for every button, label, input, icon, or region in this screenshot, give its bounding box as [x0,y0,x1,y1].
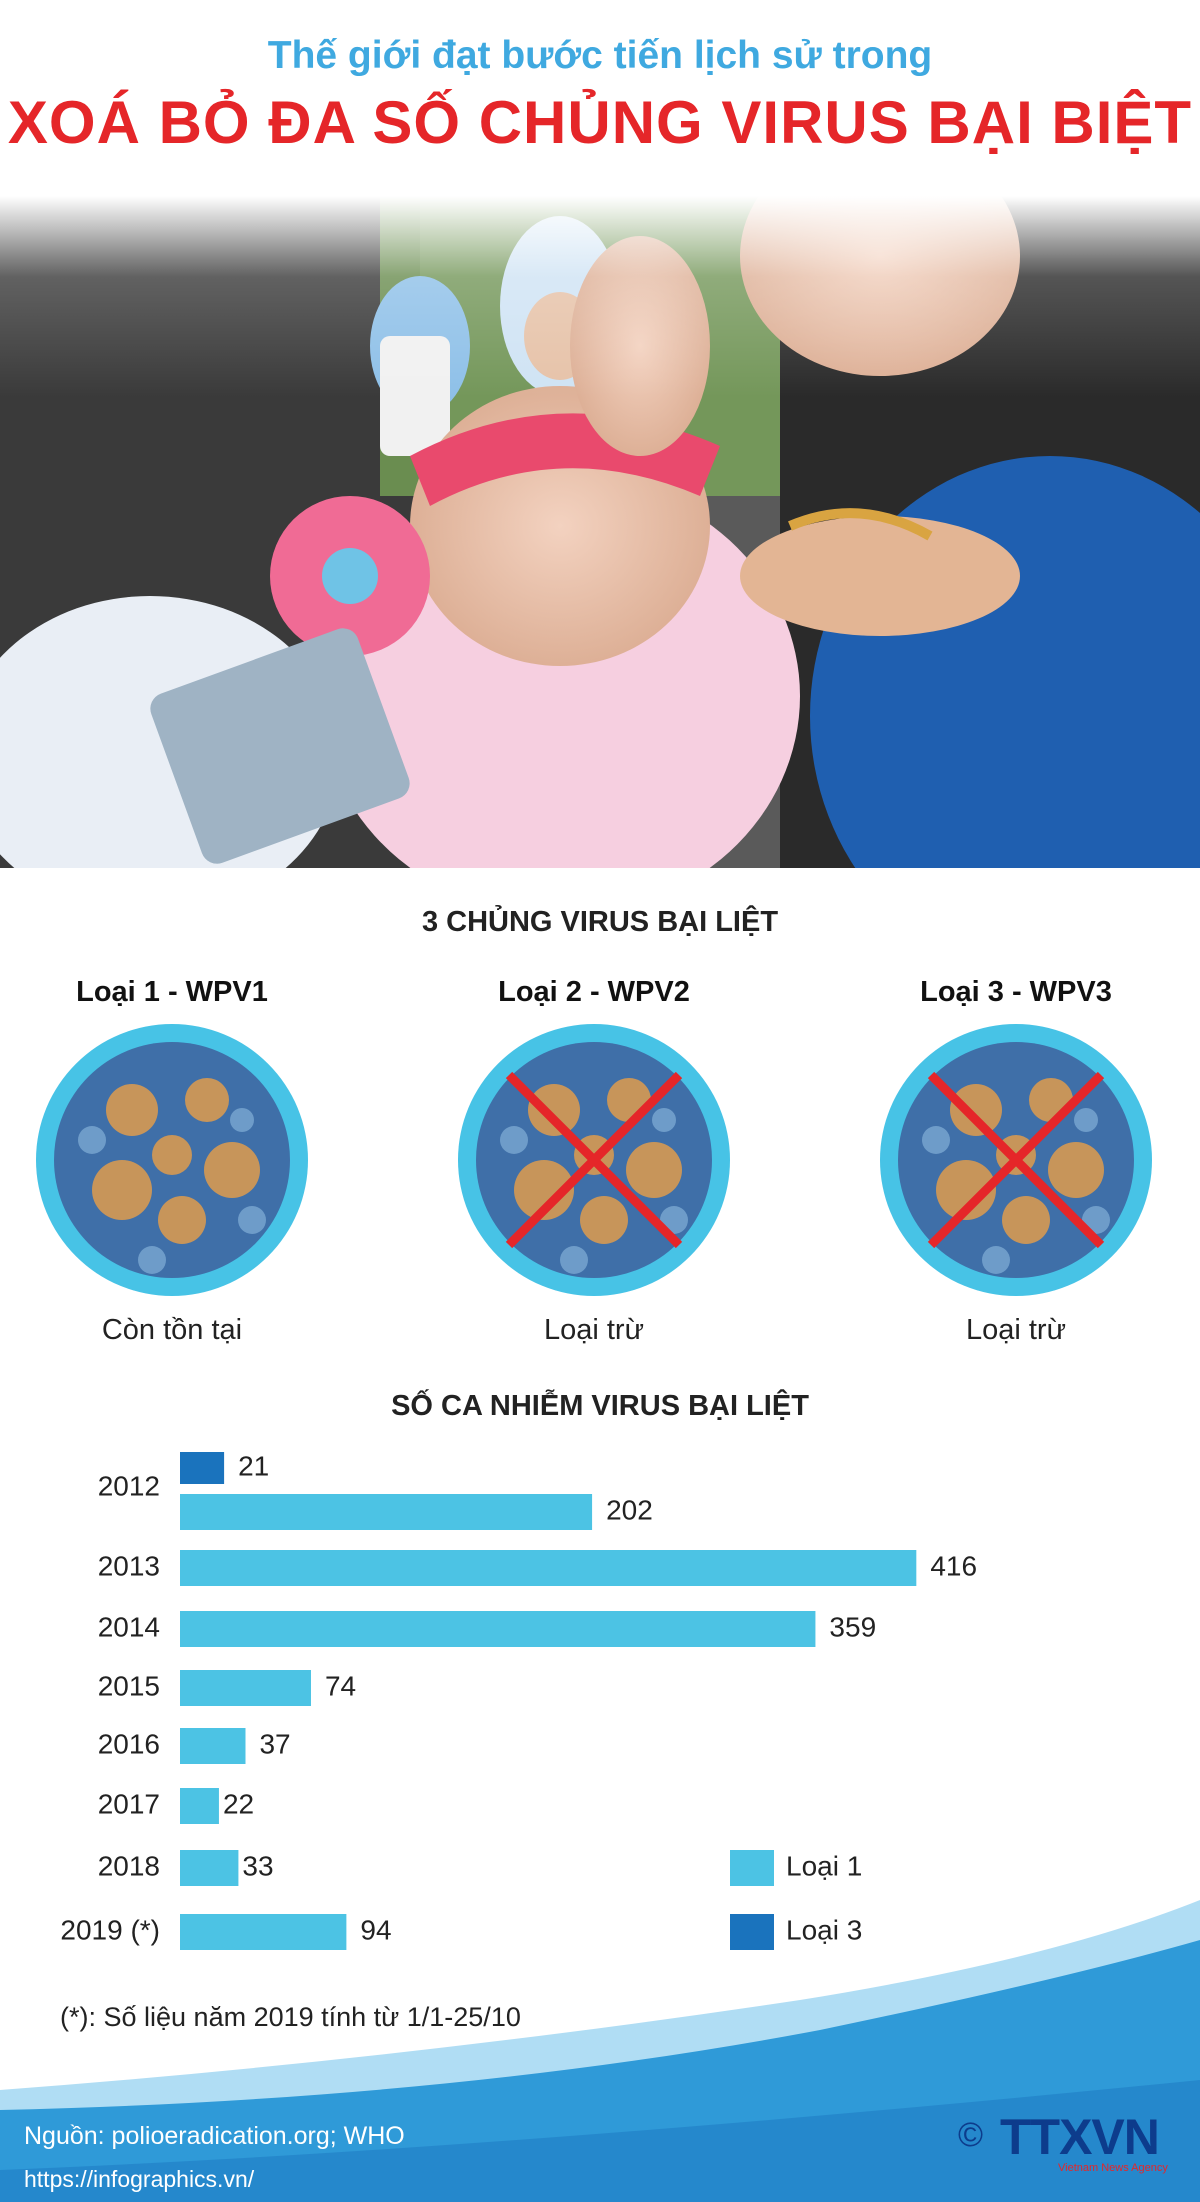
strain-status: Loại trừ [543,1314,644,1346]
category-label: 2015 [98,1670,160,1701]
value-label: 416 [930,1550,977,1581]
strain-wpv1: Loại 1 - WPV1 Còn tồn tại [12,976,332,1347]
cases-chart: 21 202 2012 416 2013 359 2014 74 2015 37 2016 22 201… [0,1440,1200,1980]
cases-bar-chart: 21 202 2012 416 2013 359 2014 74 2015 37 2016 22 201… [60,1450,977,1950]
legend-label: Loại 1 [786,1850,862,1881]
cross-mark-icon [927,1071,1105,1249]
vaccination-photo [0,196,1200,868]
category-label: 2014 [98,1611,160,1642]
category-label: 2018 [98,1850,160,1881]
strains-heading: 3 CHỦNG VIRUS BẠI LIỆT [421,906,779,938]
virus-icon [458,1024,730,1296]
category-label: 2019 (*) [60,1914,160,1945]
logo-subtext: Vietnam News Agency [1058,2162,1168,2174]
bar-2012-loai3 [180,1452,225,1484]
copyright-icon: © [958,2116,984,2154]
category-label: 2016 [98,1728,160,1759]
value-label: 33 [242,1850,273,1881]
category-label: 2012 [98,1470,160,1501]
bar-2019 (*)-loai1 [180,1914,347,1950]
value-label: 202 [606,1494,653,1525]
vaccination-photo-illustration [0,196,1200,868]
bar-2013-loai1 [180,1550,917,1586]
virus-icon [36,1024,308,1296]
chart-title: SỐ CA NHIỄM VIRUS BẠI LIỆT [391,1390,809,1422]
value-label: 359 [829,1611,876,1642]
source-url[interactable]: https://infographics.vn/ [24,2166,255,2192]
cross-mark-icon [505,1071,683,1249]
value-label: 37 [259,1728,290,1759]
strain-status: Loại trừ [965,1314,1066,1346]
strain-wpv3: Loại 3 - WPV3 Loại trừ [856,976,1176,1347]
virus-icon [880,1024,1152,1296]
ttxvn-logo: © TTXVN Vietnam News Agency [958,2108,1178,2178]
value-label: 21 [238,1450,269,1481]
value-label: 74 [325,1670,356,1701]
footnote: (*): Số liệu năm 2019 tính từ 1/1-25/10 [60,2002,521,2032]
strain-status: Còn tồn tại [101,1314,243,1346]
bar-2012-loai1 [180,1494,593,1530]
value-label: 94 [360,1914,391,1945]
bar-2014-loai1 [180,1611,816,1647]
header: Thế giới đạt bước tiến lịch sử trong XOÁ… [0,0,1200,200]
category-label: 2013 [98,1550,160,1581]
bar-2018-loai1 [180,1850,239,1886]
value-label: 22 [223,1788,254,1819]
legend-label: Loại 3 [786,1914,862,1945]
logo-text: TTXVN [1000,2109,1160,2165]
source-text: Nguồn: polioeradication.org; WHO [24,2122,405,2150]
legend-swatch [730,1914,774,1950]
footer-wave [0,1900,1200,2202]
bar-2016-loai1 [180,1728,246,1764]
subtitle: Thế giới đạt bước tiến lịch sử trong [267,34,933,77]
strain-name: Loại 1 - WPV1 [76,976,268,1008]
category-label: 2017 [98,1788,160,1819]
bar-2015-loai1 [180,1670,311,1706]
page-title: XOÁ BỎ ĐA SỐ CHỦNG VIRUS BẠI BIỆT [7,89,1193,156]
legend-swatch [730,1850,774,1886]
strain-wpv2: Loại 2 - WPV2 Loại trừ [434,976,754,1347]
strain-name: Loại 3 - WPV3 [920,976,1112,1008]
bar-2017-loai1 [180,1788,219,1824]
strain-name: Loại 2 - WPV2 [498,976,690,1008]
